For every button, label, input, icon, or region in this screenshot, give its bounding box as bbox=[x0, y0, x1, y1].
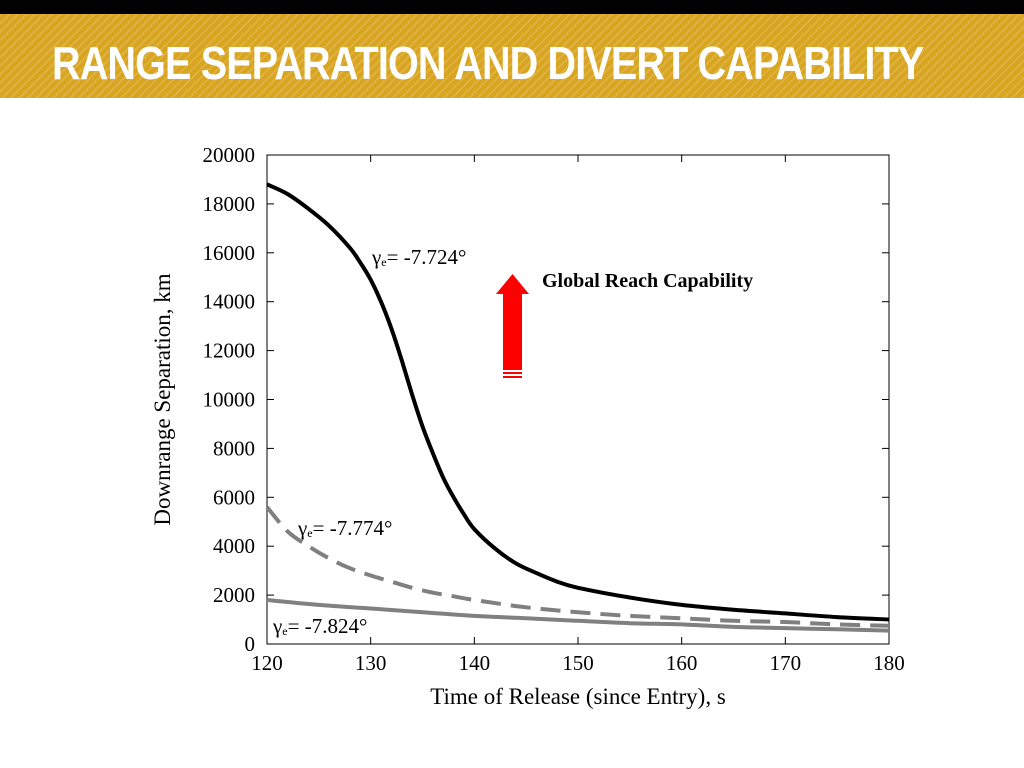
x-tick-label: 160 bbox=[666, 651, 698, 675]
y-tick-label: 14000 bbox=[203, 290, 256, 314]
title-banner bbox=[0, 14, 1024, 98]
gamma-symbol: γ bbox=[372, 245, 382, 269]
curve-7774 bbox=[265, 505, 890, 628]
y-tick-label: 20000 bbox=[203, 143, 256, 167]
series-label-value: = -7.774° bbox=[312, 516, 393, 540]
gamma-subscript: e bbox=[381, 255, 387, 269]
y-tick-label: 6000 bbox=[213, 485, 255, 509]
slide-title: RANGE SEPARATION AND DIVERT CAPABILITY bbox=[52, 37, 924, 89]
plot-frame bbox=[266, 154, 890, 645]
y-axis-label: Downrange Separation, km bbox=[150, 273, 175, 525]
y-tick-label: 10000 bbox=[203, 388, 256, 412]
gamma-symbol: γ bbox=[273, 614, 283, 638]
y-tick-label: 12000 bbox=[203, 339, 256, 363]
series-label-7724: γe= -7.724° bbox=[372, 245, 466, 270]
gamma-subscript: e bbox=[307, 526, 313, 540]
series-label-7824: γe= -7.824° bbox=[273, 614, 367, 639]
series-label-value: = -7.824° bbox=[287, 614, 368, 638]
curve-7824 bbox=[266, 598, 890, 633]
series-label-value: = -7.724° bbox=[386, 245, 467, 269]
y-tick-label: 16000 bbox=[203, 241, 256, 265]
top-black-bar bbox=[0, 0, 1024, 14]
red-up-arrow-icon bbox=[496, 274, 529, 378]
y-tick-label: 8000 bbox=[213, 436, 255, 460]
x-axis-label: Time of Release (since Entry), s bbox=[430, 684, 726, 709]
x-tick-label: 120 bbox=[251, 651, 283, 675]
x-tick-label: 130 bbox=[355, 651, 387, 675]
x-tick-label: 170 bbox=[770, 651, 802, 675]
y-tick-label: 18000 bbox=[203, 192, 256, 216]
y-tick-label: 0 bbox=[245, 632, 256, 656]
gamma-symbol: γ bbox=[298, 516, 308, 540]
gamma-subscript: e bbox=[282, 624, 288, 638]
global-reach-label: Global Reach Capability bbox=[542, 270, 754, 292]
x-tick-label: 180 bbox=[873, 651, 905, 675]
x-tick-label: 140 bbox=[459, 651, 491, 675]
x-tick-label: 150 bbox=[562, 651, 594, 675]
curve-7724 bbox=[266, 182, 890, 622]
series-label-7774: γe= -7.774° bbox=[298, 516, 392, 541]
y-tick-label: 2000 bbox=[213, 583, 255, 607]
y-tick-label: 4000 bbox=[213, 534, 255, 558]
